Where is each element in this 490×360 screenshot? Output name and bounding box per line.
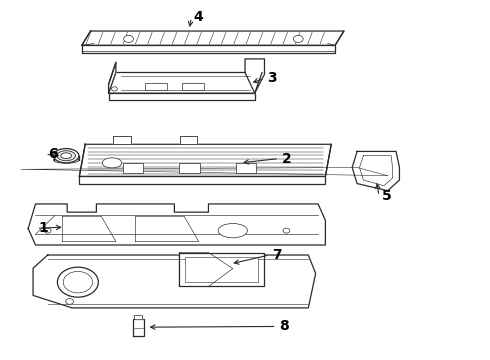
Polygon shape xyxy=(352,152,399,191)
Text: 8: 8 xyxy=(279,319,289,333)
Text: 2: 2 xyxy=(282,152,291,166)
Bar xyxy=(179,252,265,287)
Polygon shape xyxy=(109,63,116,93)
Polygon shape xyxy=(33,255,316,308)
Bar xyxy=(182,83,203,90)
Ellipse shape xyxy=(61,153,72,158)
Circle shape xyxy=(66,298,74,304)
Polygon shape xyxy=(109,72,262,93)
Polygon shape xyxy=(180,136,197,144)
Text: 5: 5 xyxy=(381,189,391,203)
Polygon shape xyxy=(82,31,344,45)
Polygon shape xyxy=(82,45,335,53)
Ellipse shape xyxy=(53,149,79,163)
Polygon shape xyxy=(113,136,131,144)
Polygon shape xyxy=(79,176,325,184)
Bar xyxy=(236,163,256,173)
Polygon shape xyxy=(134,315,142,319)
Text: 4: 4 xyxy=(194,10,203,24)
Ellipse shape xyxy=(218,224,247,238)
Text: 6: 6 xyxy=(48,147,57,161)
Bar xyxy=(179,163,200,173)
Bar xyxy=(145,83,167,90)
Polygon shape xyxy=(109,93,255,100)
Circle shape xyxy=(57,267,98,297)
Text: 1: 1 xyxy=(39,221,49,235)
Bar xyxy=(185,257,258,282)
Circle shape xyxy=(294,35,303,42)
Bar xyxy=(123,163,143,173)
Polygon shape xyxy=(133,319,144,336)
Circle shape xyxy=(44,228,51,233)
Circle shape xyxy=(63,271,93,293)
Ellipse shape xyxy=(102,158,122,168)
Polygon shape xyxy=(28,204,325,245)
Text: 7: 7 xyxy=(272,248,281,262)
Text: 3: 3 xyxy=(267,71,276,85)
Ellipse shape xyxy=(53,157,79,163)
Ellipse shape xyxy=(57,151,75,161)
Circle shape xyxy=(283,228,290,233)
Polygon shape xyxy=(245,59,265,93)
Circle shape xyxy=(123,35,133,42)
Circle shape xyxy=(112,87,117,91)
Polygon shape xyxy=(79,144,331,176)
